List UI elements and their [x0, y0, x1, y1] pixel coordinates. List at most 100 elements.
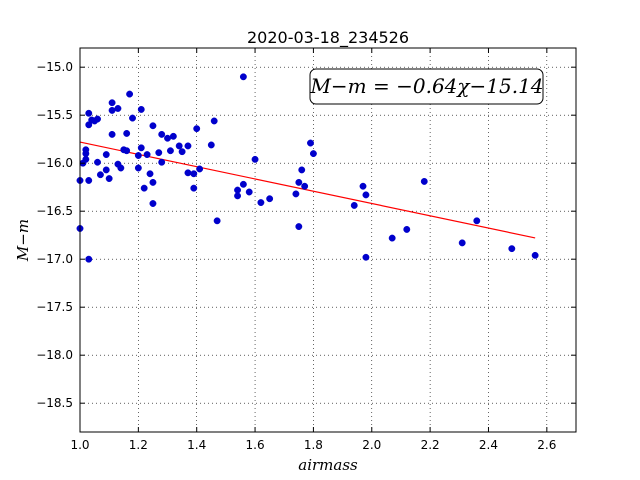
data-point — [193, 125, 201, 133]
data-point — [137, 144, 145, 152]
data-point — [149, 178, 157, 186]
fit-equation-frame — [309, 68, 544, 105]
data-point — [158, 158, 166, 166]
x-tick-label: 1.2 — [129, 438, 148, 452]
data-point — [134, 152, 142, 159]
data-point — [105, 175, 113, 183]
data-point — [85, 255, 93, 263]
data-point — [234, 186, 242, 194]
data-point — [140, 184, 148, 192]
y-tick-label: −15.0 — [36, 60, 73, 74]
data-point — [102, 151, 110, 159]
data-point — [257, 199, 265, 207]
data-point — [134, 164, 142, 172]
data-point — [129, 114, 136, 122]
axis-ticks: 1.0 1.2 1.4 1.6 1.8 2.0 2.2 2.4 2.6 −15.0 −15.5 −16… — [36, 48, 576, 452]
data-point — [149, 200, 157, 207]
y-tick-label: −17.5 — [36, 300, 73, 314]
fit-equation-text: M−m = −0.64χ−15.14 — [309, 74, 543, 98]
data-point — [508, 245, 516, 253]
data-point — [307, 139, 314, 147]
data-point — [137, 105, 145, 113]
data-point — [82, 146, 90, 154]
data-point — [126, 90, 134, 98]
data-point — [473, 217, 481, 225]
y-axis-label: M−m — [14, 219, 32, 262]
data-point — [96, 171, 104, 179]
x-tick-label: 1.6 — [246, 438, 265, 452]
x-axis-label: airmass — [298, 456, 358, 474]
grid-lines — [79, 48, 576, 432]
data-point — [123, 129, 131, 137]
y-tick-label: −15.5 — [36, 108, 73, 122]
data-point — [123, 147, 131, 155]
data-point — [362, 253, 370, 261]
data-point — [196, 165, 204, 173]
data-point — [108, 99, 116, 107]
data-point — [85, 177, 93, 184]
plot-frame — [79, 47, 577, 433]
data-point — [245, 188, 253, 196]
data-point — [251, 155, 259, 163]
data-point — [359, 182, 367, 190]
data-point — [309, 150, 317, 158]
x-tick-label: 2.6 — [537, 438, 556, 452]
data-point — [102, 166, 110, 174]
data-point — [239, 180, 247, 188]
data-point — [350, 201, 358, 209]
data-point — [239, 73, 247, 81]
data-point — [158, 130, 166, 138]
data-point — [94, 158, 101, 166]
y-tick-label: −18.0 — [36, 348, 73, 362]
fit-line — [79, 141, 536, 239]
data-point — [420, 177, 428, 185]
chart-title: 2020-03-18_234526 — [247, 28, 409, 48]
data-points — [76, 73, 539, 263]
data-point — [213, 217, 221, 225]
data-point — [184, 142, 192, 150]
data-point — [210, 117, 218, 125]
data-point — [82, 155, 90, 163]
data-point — [146, 170, 154, 178]
data-point — [175, 142, 183, 150]
y-tick-label: −16.5 — [36, 204, 73, 218]
data-point — [207, 141, 215, 149]
data-point — [114, 105, 122, 112]
data-point — [234, 192, 242, 200]
data-point — [85, 109, 93, 117]
y-tick-label: −18.5 — [36, 396, 73, 410]
data-point — [143, 151, 151, 159]
data-point — [292, 190, 300, 198]
data-point — [155, 149, 163, 157]
data-point — [184, 169, 192, 177]
data-point — [531, 251, 539, 259]
data-point — [108, 106, 116, 114]
data-point — [190, 170, 198, 178]
data-point — [388, 234, 396, 242]
data-point — [178, 148, 186, 156]
x-tick-label: 1.8 — [304, 438, 323, 452]
data-point — [164, 134, 171, 142]
data-point — [295, 223, 303, 231]
data-point — [301, 182, 309, 190]
data-point — [403, 225, 411, 233]
data-point — [166, 147, 174, 155]
y-tick-label: −17.0 — [36, 252, 73, 266]
x-tick-label: 1.0 — [70, 438, 89, 452]
data-point — [149, 122, 157, 130]
data-point — [94, 115, 101, 123]
x-tick-label: 1.4 — [187, 438, 206, 452]
y-tick-label: −16.0 — [36, 156, 73, 170]
data-point — [169, 132, 177, 140]
x-tick-label: 2.4 — [479, 438, 498, 452]
fit-line-layer — [79, 141, 536, 239]
data-point — [295, 178, 303, 186]
data-point — [458, 239, 466, 247]
fit-equation-box: M−m = −0.64χ−15.14 — [309, 68, 544, 105]
data-point — [266, 195, 274, 203]
x-tick-label: 2.2 — [421, 438, 440, 452]
data-point — [298, 166, 306, 174]
data-point — [108, 130, 116, 138]
data-point — [362, 191, 370, 199]
